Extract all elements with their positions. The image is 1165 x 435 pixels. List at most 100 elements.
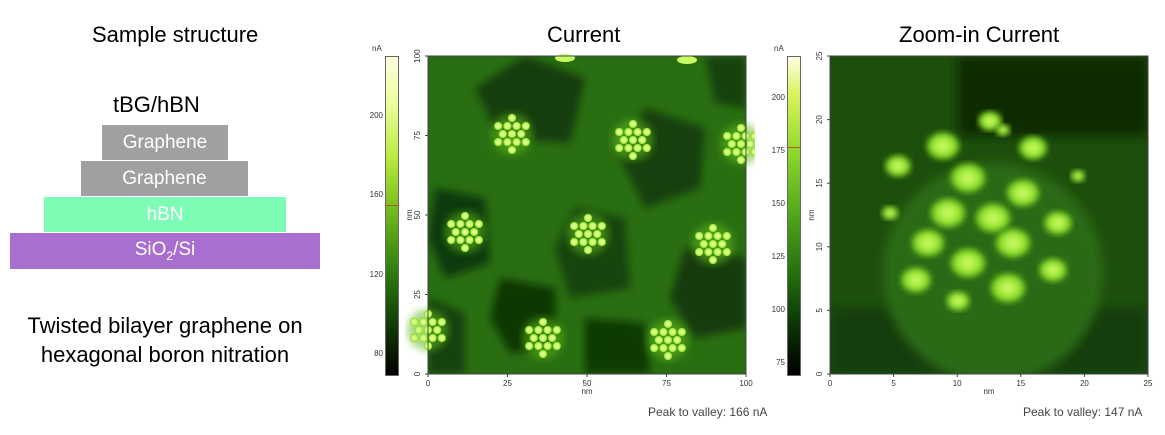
zoom-colorbar-marker (787, 147, 801, 149)
bright-domain-dot (732, 131, 741, 141)
bright-domain-dot (708, 255, 718, 265)
bright-domain-dot (474, 219, 483, 229)
bright-domain-dot (503, 121, 512, 131)
zoom-bright-blob (975, 203, 1011, 233)
y-axis-unit: nm (405, 209, 414, 220)
y-axis-unit: nm (808, 209, 816, 220)
bright-domain-dot (525, 325, 534, 335)
bright-domain-dot (447, 235, 456, 245)
bright-domain-dot (628, 135, 638, 145)
y-tick-label: 75 (413, 131, 422, 140)
bright-domain-dot (494, 121, 503, 131)
bright-domain-dot (428, 333, 437, 343)
graphene-bottom-layer: Graphene (81, 161, 248, 196)
bright-domain-dot (723, 131, 732, 141)
bright-domain-dot (512, 121, 521, 131)
bright-domain-dot (628, 119, 638, 129)
bright-domain-dot (552, 325, 561, 335)
bright-domain-dot (713, 231, 722, 241)
bright-domain-dot (659, 343, 668, 353)
bright-domain-dot (633, 127, 642, 137)
bright-domain-dot (718, 239, 727, 249)
bright-domain-dot (624, 127, 633, 137)
bright-domain-dot (548, 333, 557, 343)
bright-domain-dot (437, 317, 446, 327)
y-tick-label: 50 (413, 210, 422, 219)
zoom-bright-blob (930, 198, 966, 228)
substrate-layer: SiO2/Si (10, 233, 320, 269)
bright-domain-dot (727, 139, 736, 149)
colorbar-tick-label: 80 (374, 349, 383, 359)
x-tick-label: 0 (426, 379, 431, 388)
bright-domain-dot (579, 237, 588, 247)
bright-domain-dot (708, 239, 718, 249)
zoom-bright-blob (1018, 136, 1048, 160)
bright-domain-dot (695, 231, 704, 241)
x-tick-label: 0 (828, 379, 833, 388)
bright-domain-dot (460, 211, 470, 221)
bright-domain-dot (615, 143, 624, 153)
stack-title: tBG/hBN (113, 92, 200, 117)
bright-domain-dot (433, 325, 442, 335)
zoom-bright-blob (1006, 179, 1040, 207)
bright-domain-dot (732, 147, 741, 157)
bright-domain-dot (663, 351, 673, 361)
zoom-bright-blob (990, 273, 1026, 303)
x-tick-label: 50 (583, 379, 592, 388)
zoom-colorbar (787, 56, 801, 376)
bright-domain-dot (521, 121, 530, 131)
bright-domain-dot (437, 333, 446, 343)
bright-domain-dot (704, 247, 713, 257)
bright-domain-dot (570, 237, 579, 247)
bright-domain-dot (704, 231, 713, 241)
bright-domain-dot (736, 123, 746, 133)
bright-domain-dot (579, 221, 588, 231)
zoom-bright-blob (946, 291, 970, 311)
current-colorbar-marker (385, 205, 399, 207)
graphene-bottom-label: Graphene (122, 167, 207, 189)
x-tick-label: 25 (503, 379, 512, 388)
bright-domain-dot (588, 221, 597, 231)
bright-domain-dot (642, 143, 651, 153)
bright-domain-dot (525, 341, 534, 351)
bright-domain-dot (628, 151, 638, 161)
bright-domain-dot (474, 235, 483, 245)
substrate-label: SiO2/Si (134, 239, 196, 263)
bright-domain-dot (736, 155, 746, 165)
current-map-title: Current (547, 22, 621, 47)
bright-domain-dot (494, 137, 503, 147)
bright-domain-dot (750, 147, 755, 157)
current-bright-domains (407, 54, 755, 361)
bright-domain-dot (615, 127, 624, 137)
bright-domain-dot (638, 135, 647, 145)
zoom-colorbar-unit: nA (774, 44, 784, 53)
x-tick-label: 75 (662, 379, 671, 388)
bright-domain-dot (750, 131, 755, 141)
bright-domain-dot (597, 221, 606, 231)
bright-domain-dot (552, 341, 561, 351)
bright-domain-dot (534, 341, 543, 351)
zoom-bright-blob (900, 267, 932, 293)
bright-domain-dot (521, 137, 530, 147)
zoom-bright-blob (884, 155, 912, 177)
zoom-map-title: Zoom-in Current (899, 22, 1060, 47)
bright-domain-dot (543, 341, 552, 351)
bright-domain-dot (659, 327, 668, 337)
bright-domain-edge (555, 54, 575, 62)
caption-line-2: hexagonal boron nitration (40, 342, 290, 367)
y-tick-label: 10 (815, 242, 824, 251)
zoom-map-image (829, 55, 1149, 375)
bright-domain-dot (619, 135, 628, 145)
bright-domain-dot (574, 229, 583, 239)
bright-domain-dot (428, 317, 437, 327)
colorbar-tick-label: 125 (771, 252, 785, 262)
current-colorbar-unit: nA (372, 44, 382, 53)
bright-domain-dot (517, 129, 526, 139)
x-tick-label: 5 (891, 379, 896, 388)
bright-domain-dot (583, 213, 593, 223)
bright-domain-dot (456, 235, 465, 245)
x-tick-label: 15 (1016, 379, 1025, 388)
bright-domain-dot (699, 239, 708, 249)
caption-line-1: Twisted bilayer graphene on (27, 313, 303, 338)
bright-domain-dot (633, 143, 642, 153)
